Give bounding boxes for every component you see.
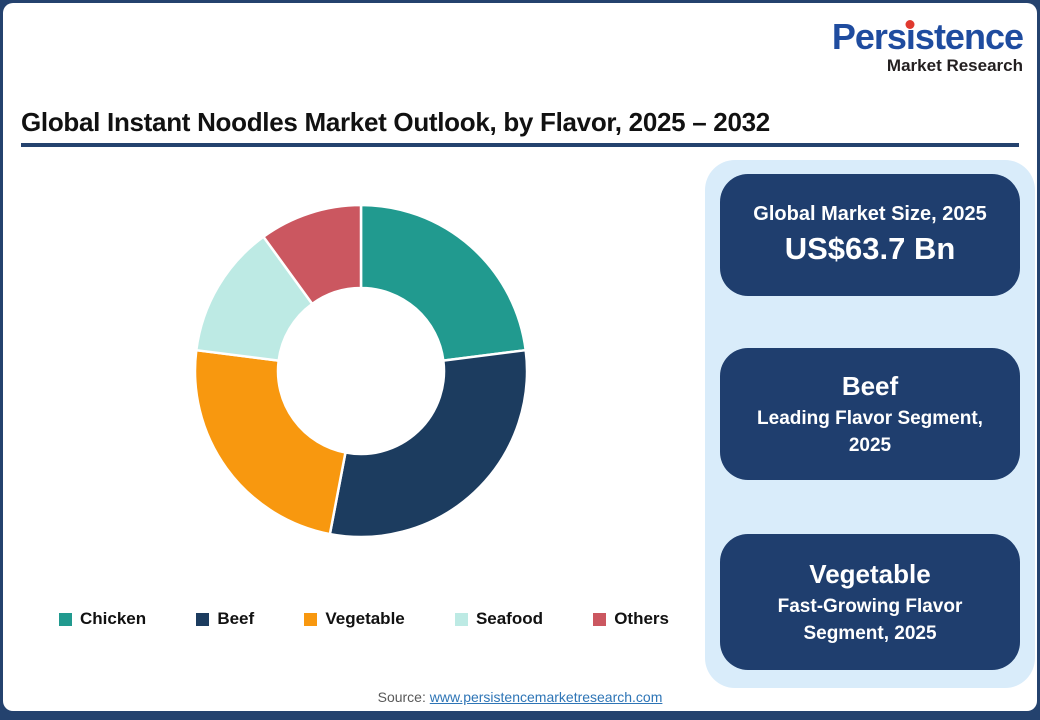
legend-item-vegetable: Vegetable: [304, 609, 405, 629]
leading-segment-name: Beef: [841, 371, 899, 402]
source-link[interactable]: www.persistencemarketresearch.com: [429, 689, 663, 705]
leading-segment-label: Leading Flavor Segment, 2025: [757, 407, 983, 457]
brand-logo-subtitle: Market Research: [886, 56, 1023, 75]
legend-swatch-icon: [196, 612, 210, 626]
legend-swatch-icon: [304, 612, 318, 626]
brand-logo-text-i: i: [905, 16, 916, 57]
fast-growing-segment-label: Fast-Growing Flavor Segment, 2025: [777, 595, 963, 645]
logo-red-dot-icon: [905, 20, 915, 29]
title-block: Global Instant Noodles Market Outlook, b…: [21, 107, 1019, 147]
legend-swatch-icon: [59, 612, 72, 626]
legend-swatch-icon: [454, 612, 468, 626]
legend: Chicken Beef Vegetable Seafood Others: [59, 609, 669, 629]
brand-logo-text-post: stence: [914, 16, 1024, 57]
legend-item-seafood: Seafood: [454, 609, 543, 629]
highlights-panel: Global Market Size, 2025 US$63.7 Bn Beef…: [705, 160, 1035, 688]
legend-item-beef: Beef: [196, 609, 254, 629]
donut-segment-others: [262, 203, 363, 306]
brand-logo: Persi stence Market Research: [831, 16, 1024, 75]
legend-item-others: Others: [593, 609, 669, 629]
source-label: Source:: [377, 689, 426, 705]
fast-growing-segment-card: Vegetable Fast-Growing Flavor Segment, 2…: [720, 534, 1020, 670]
legend-item-chicken: Chicken: [59, 609, 146, 629]
source-line: Source: www.persistencemarketresearch.co…: [3, 689, 1037, 705]
donut-segment-chicken: [359, 203, 527, 362]
market-size-label: Global Market Size, 2025: [753, 203, 987, 226]
donut-chart: [193, 203, 529, 539]
market-size-value: US$63.7 Bn: [784, 231, 956, 267]
legend-label: Seafood: [475, 609, 543, 628]
legend-label: Others: [614, 609, 669, 628]
leading-segment-card: Beef Leading Flavor Segment, 2025: [720, 348, 1020, 480]
legend-label: Beef: [217, 609, 255, 628]
legend-label: Chicken: [80, 609, 147, 628]
brand-logo-text-pre: Pers: [831, 16, 907, 57]
page-title: Global Instant Noodles Market Outlook, b…: [21, 107, 770, 137]
donut-segment-beef: [328, 348, 529, 539]
fast-growing-segment-name: Vegetable: [809, 559, 931, 590]
market-size-card: Global Market Size, 2025 US$63.7 Bn: [720, 174, 1020, 296]
legend-label: Vegetable: [325, 609, 405, 628]
legend-swatch-icon: [593, 612, 607, 626]
brand-logo-wordmark: Persi stence: [831, 16, 1024, 57]
content-area: Persi stence Market Research Global Insta…: [3, 3, 1037, 711]
donut-segment-vegetable: [193, 348, 347, 536]
title-underline: [21, 143, 1019, 147]
